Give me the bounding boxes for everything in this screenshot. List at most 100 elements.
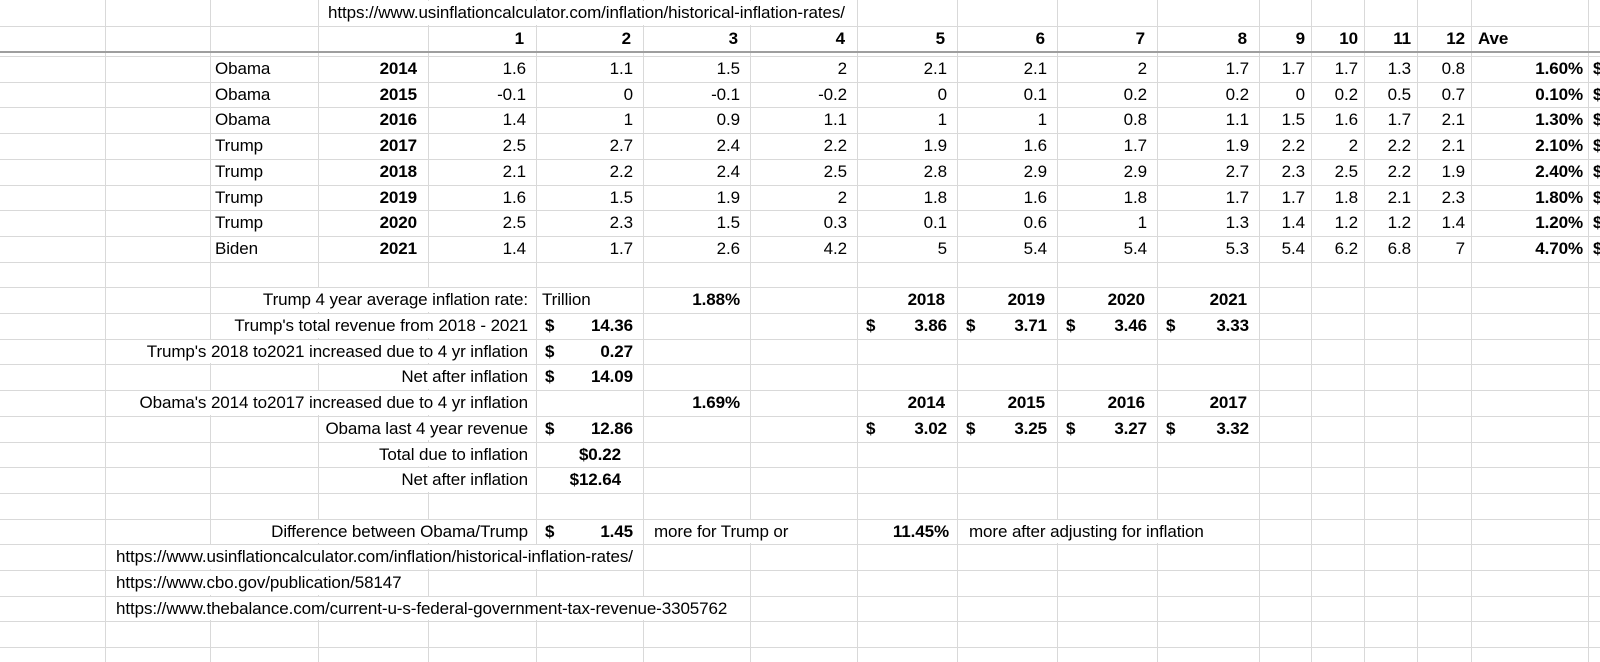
- trump-year-header-cell[interactable]: 2021: [1209, 290, 1248, 310]
- obama-year-header-cell[interactable]: 2017: [1209, 393, 1248, 413]
- inflation-value-cell[interactable]: 2.1: [502, 161, 526, 181]
- inflation-value-cell[interactable]: 5.3: [1225, 238, 1249, 258]
- inflation-value-cell[interactable]: 5.4: [1023, 238, 1047, 258]
- inflation-value-cell[interactable]: 2: [837, 187, 847, 207]
- inflation-value-cell[interactable]: 1.4: [502, 238, 526, 258]
- inflation-value-cell[interactable]: 1.9: [1225, 136, 1249, 156]
- inflation-value-cell[interactable]: 2.7: [1225, 161, 1249, 181]
- obama-revenue-cell[interactable]: $3.02: [857, 417, 957, 441]
- year-cell[interactable]: 2017: [379, 136, 418, 156]
- inflation-value-cell[interactable]: 1.5: [1281, 110, 1305, 130]
- inflation-value-cell[interactable]: 1.7: [1225, 59, 1249, 78]
- obama-inflation-label-cell[interactable]: Obama's 2014 to2017 increased due to 4 y…: [133, 391, 534, 415]
- inflation-value-cell[interactable]: 1.9: [923, 136, 947, 156]
- ave-inflation-cell[interactable]: 1.30%: [1535, 110, 1583, 130]
- trump-net-label-cell[interactable]: Net after inflation: [395, 365, 534, 390]
- inflation-value-cell[interactable]: 1.6: [1334, 110, 1358, 130]
- inflation-value-cell[interactable]: -0.1: [497, 84, 526, 104]
- year-cell[interactable]: 2014: [379, 59, 418, 78]
- inflation-value-cell[interactable]: 1.6: [1023, 136, 1047, 156]
- inflation-value-cell[interactable]: 1.3: [1225, 213, 1249, 233]
- difference-note1-cell[interactable]: more for Trump or: [648, 519, 795, 544]
- inflation-value-cell[interactable]: 1.5: [716, 59, 740, 78]
- month-col-header-3[interactable]: 3: [728, 29, 738, 48]
- month-col-header-8[interactable]: 8: [1237, 29, 1247, 48]
- inflation-value-cell[interactable]: 5.4: [1123, 238, 1147, 258]
- inflation-value-cell[interactable]: 0.3: [823, 213, 847, 233]
- inflation-value-cell[interactable]: 6.2: [1334, 238, 1358, 258]
- inflation-value-cell[interactable]: 1.6: [502, 59, 526, 78]
- clipped-cell-fragment[interactable]: $: [1593, 110, 1600, 130]
- inflation-value-cell[interactable]: 1.8: [1123, 187, 1147, 207]
- inflation-value-cell[interactable]: 2.7: [609, 136, 633, 156]
- inflation-value-cell[interactable]: 2.2: [1387, 161, 1411, 181]
- inflation-value-cell[interactable]: 1.6: [1023, 187, 1047, 207]
- trump-revenue-label-cell[interactable]: Trump's total revenue from 2018 - 2021: [228, 314, 534, 338]
- inflation-value-cell[interactable]: 1.7: [1281, 59, 1305, 78]
- trillion-label-cell[interactable]: Trillion: [542, 290, 591, 310]
- inflation-value-cell[interactable]: 1.6: [502, 187, 526, 207]
- month-col-header-12[interactable]: 12: [1446, 29, 1465, 48]
- inflation-value-cell[interactable]: 5: [937, 238, 947, 258]
- inflation-value-cell[interactable]: -0.1: [711, 84, 740, 104]
- month-col-header-4[interactable]: 4: [835, 29, 845, 48]
- inflation-value-cell[interactable]: 2.5: [1334, 161, 1358, 181]
- inflation-value-cell[interactable]: 2.2: [609, 161, 633, 181]
- trump-net-cell[interactable]: $14.09: [536, 365, 643, 389]
- obama-revenue-total-cell[interactable]: $12.86: [536, 417, 643, 441]
- month-col-header-1[interactable]: 1: [514, 29, 524, 48]
- trump-revenue-total-cell[interactable]: $14.36: [536, 314, 643, 338]
- clipped-cell-fragment[interactable]: $: [1593, 161, 1600, 181]
- total-due-label-cell[interactable]: Total due to inflation: [372, 442, 534, 467]
- inflation-value-cell[interactable]: 1.4: [1281, 213, 1305, 233]
- inflation-value-cell[interactable]: 1: [1137, 213, 1147, 233]
- obama-year-header-cell[interactable]: 2016: [1107, 393, 1146, 413]
- inflation-value-cell[interactable]: 2.4: [716, 136, 740, 156]
- trump-inflation-label-cell[interactable]: Trump's 2018 to2021 increased due to 4 y…: [140, 339, 534, 364]
- inflation-value-cell[interactable]: 2: [1137, 59, 1147, 78]
- trump-avg-label-cell[interactable]: Trump 4 year average inflation rate:: [256, 288, 534, 312]
- obama-revenue-cell[interactable]: $3.32: [1157, 417, 1259, 441]
- inflation-value-cell[interactable]: 0: [623, 84, 633, 104]
- source-link[interactable]: https://www.cbo.gov/publication/58147: [110, 571, 408, 595]
- clipped-cell-fragment[interactable]: $: [1593, 187, 1600, 207]
- difference-label-cell[interactable]: Difference between Obama/Trump: [265, 519, 534, 544]
- inflation-value-cell[interactable]: 2.1: [1023, 59, 1047, 78]
- inflation-value-cell[interactable]: 2.1: [1387, 187, 1411, 207]
- trump-inflation-increase-cell[interactable]: $0.27: [536, 340, 643, 364]
- ave-inflation-cell[interactable]: 0.10%: [1535, 84, 1583, 104]
- source-link[interactable]: https://www.usinflationcalculator.com/in…: [110, 545, 639, 569]
- inflation-value-cell[interactable]: 1.9: [716, 187, 740, 207]
- inflation-value-cell[interactable]: 1.7: [1123, 136, 1147, 156]
- obama-revenue-cell[interactable]: $3.25: [957, 417, 1057, 441]
- inflation-value-cell[interactable]: 1.1: [1225, 110, 1249, 130]
- inflation-value-cell[interactable]: 2.1: [1441, 136, 1465, 156]
- trump-revenue-cell[interactable]: $3.71: [957, 314, 1057, 338]
- year-cell[interactable]: 2019: [379, 187, 418, 207]
- inflation-value-cell[interactable]: 1.1: [823, 110, 847, 130]
- obama-net-cell[interactable]: $12.64: [569, 470, 622, 490]
- inflation-value-cell[interactable]: 2.6: [716, 238, 740, 258]
- trump-year-header-cell[interactable]: 2020: [1107, 290, 1146, 310]
- inflation-value-cell[interactable]: 2.1: [1441, 110, 1465, 130]
- inflation-value-cell[interactable]: 1.4: [1441, 213, 1465, 233]
- inflation-value-cell[interactable]: 2.5: [502, 213, 526, 233]
- inflation-value-cell[interactable]: 2.5: [823, 161, 847, 181]
- inflation-value-cell[interactable]: 0.1: [923, 213, 947, 233]
- ave-inflation-cell[interactable]: 2.10%: [1535, 136, 1583, 156]
- difference-pct-cell[interactable]: 11.45%: [892, 521, 949, 541]
- inflation-value-cell[interactable]: 1.7: [1387, 110, 1411, 130]
- ave-inflation-cell[interactable]: 2.40%: [1535, 161, 1583, 181]
- president-cell[interactable]: Trump: [215, 187, 263, 207]
- inflation-value-cell[interactable]: 2: [837, 59, 847, 78]
- inflation-value-cell[interactable]: 2.2: [1281, 136, 1305, 156]
- inflation-value-cell[interactable]: 1.8: [923, 187, 947, 207]
- trump-year-header-cell[interactable]: 2018: [907, 290, 946, 310]
- trump-revenue-cell[interactable]: $3.46: [1057, 314, 1157, 338]
- inflation-value-cell[interactable]: 2: [1348, 136, 1358, 156]
- year-cell[interactable]: 2018: [379, 161, 418, 181]
- inflation-value-cell[interactable]: 1: [1037, 110, 1047, 130]
- clipped-cell-fragment[interactable]: $: [1593, 84, 1600, 104]
- inflation-value-cell[interactable]: 1.5: [716, 213, 740, 233]
- inflation-value-cell[interactable]: 1.3: [1387, 59, 1411, 78]
